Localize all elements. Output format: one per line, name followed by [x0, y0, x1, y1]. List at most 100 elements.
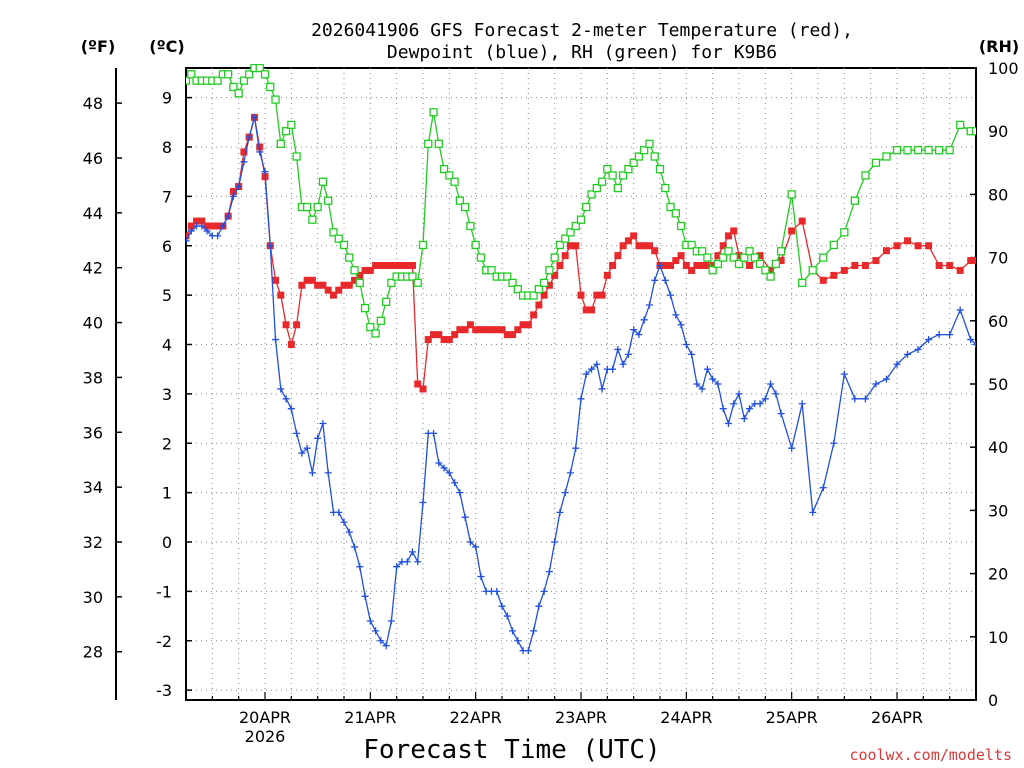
rh-tick-label: 40 — [988, 438, 1008, 457]
dewpoint-point — [219, 222, 227, 230]
temperature-point — [914, 242, 922, 250]
dewpoint-point — [709, 375, 717, 383]
dewpoint-point — [440, 464, 448, 472]
temperature-point — [551, 271, 559, 279]
temperature-point — [730, 227, 738, 235]
rh-point — [787, 190, 796, 199]
time-tick-label: 20APR — [239, 708, 291, 727]
rh-point — [424, 139, 433, 148]
rh-point — [445, 171, 454, 180]
rh-point — [945, 146, 954, 155]
dewpoint-point — [566, 469, 574, 477]
dewpoint-point — [187, 227, 195, 235]
rh-point — [450, 177, 459, 186]
temperature-point — [240, 148, 248, 156]
dewpoint-point — [819, 484, 827, 492]
dewpoint-point — [377, 637, 385, 645]
rh-point — [308, 215, 317, 224]
rh-point — [234, 89, 243, 98]
rh-point — [534, 285, 544, 294]
rh-point — [418, 240, 428, 250]
temperature-point — [598, 291, 606, 299]
celsius-tick-label: 9 — [162, 89, 172, 108]
dewpoint-point — [861, 395, 869, 403]
temperature-point — [282, 321, 290, 329]
dewpoint-point — [414, 558, 422, 566]
rh-point — [566, 228, 575, 237]
rh-point — [697, 247, 707, 256]
temperature-point — [524, 321, 532, 329]
dewpoint-point — [624, 350, 632, 358]
temperature-point — [709, 262, 717, 269]
celsius-tick-label: 6 — [162, 237, 172, 256]
rh-tick-label: 0 — [988, 691, 998, 710]
rh-tick-label: 10 — [988, 628, 1008, 647]
temperature-point — [314, 281, 322, 289]
dewpoint-point — [435, 459, 443, 467]
temperature-point — [430, 331, 438, 339]
rh-point — [798, 278, 807, 288]
rh-point — [466, 221, 475, 231]
dewpoint-point — [472, 543, 480, 551]
temperature-point — [572, 242, 580, 250]
rh-point — [708, 266, 717, 275]
rh-point — [650, 152, 659, 161]
temperature-point — [456, 326, 464, 334]
temperature-point — [946, 262, 954, 269]
dewpoint-point — [351, 543, 359, 551]
temperature-point — [387, 262, 395, 269]
rh-axis: 0 10 20 30 40 50 60 70 80 90 100 — [970, 59, 1019, 710]
temperature-point — [698, 262, 706, 269]
temperature-point — [366, 266, 374, 274]
dewpoint-point — [656, 262, 664, 269]
dewpoint-point — [593, 360, 601, 368]
temperature-point — [540, 291, 548, 299]
celsius-tick-label: -1 — [156, 582, 172, 601]
rh-tick-label: 30 — [988, 501, 1008, 520]
temperature-point — [487, 326, 495, 334]
rh-point — [934, 146, 944, 155]
rh-point — [302, 202, 312, 212]
time-tick-label: 23APR — [555, 708, 607, 727]
rh-point — [913, 146, 923, 155]
temperature-point — [861, 262, 869, 269]
temperature-point — [414, 380, 422, 388]
temperature-point — [393, 262, 401, 269]
rh-point — [734, 259, 744, 269]
dewpoint-point — [994, 331, 1001, 338]
temperature-point — [640, 242, 648, 250]
fahrenheit-tick-label: 28 — [83, 643, 103, 662]
dewpoint-point — [461, 513, 469, 521]
rh-point — [508, 278, 517, 288]
rh-point — [713, 259, 723, 269]
temperature-point — [530, 311, 538, 319]
temperature-point — [851, 262, 859, 269]
temperature-point — [440, 336, 448, 344]
temperature-point — [630, 232, 638, 240]
rh-point — [260, 70, 270, 79]
rh-point — [755, 259, 765, 269]
temperature-point — [461, 326, 469, 334]
rh-point — [613, 183, 623, 193]
temperature-point — [519, 321, 527, 329]
rh-point — [971, 127, 976, 136]
dewpoint-point — [250, 113, 258, 121]
rh-point — [703, 253, 712, 262]
temperature-point — [514, 326, 522, 334]
temperature-point — [714, 252, 722, 260]
dewpoint-point — [530, 627, 538, 635]
temperature-point — [329, 291, 337, 299]
temperature-point — [556, 262, 564, 269]
temperature-point — [256, 143, 264, 151]
dewpoint-point — [740, 415, 748, 423]
temperature-point — [361, 266, 369, 274]
plot-grid — [185, 67, 977, 701]
rh-point — [829, 240, 838, 250]
rh-point — [666, 202, 675, 212]
dewpoint-point — [293, 429, 301, 437]
dewpoint-point — [298, 449, 306, 457]
temperature-point — [451, 331, 459, 339]
rh-point — [840, 228, 849, 237]
rh-point — [861, 171, 870, 180]
temperature-point — [277, 291, 285, 299]
